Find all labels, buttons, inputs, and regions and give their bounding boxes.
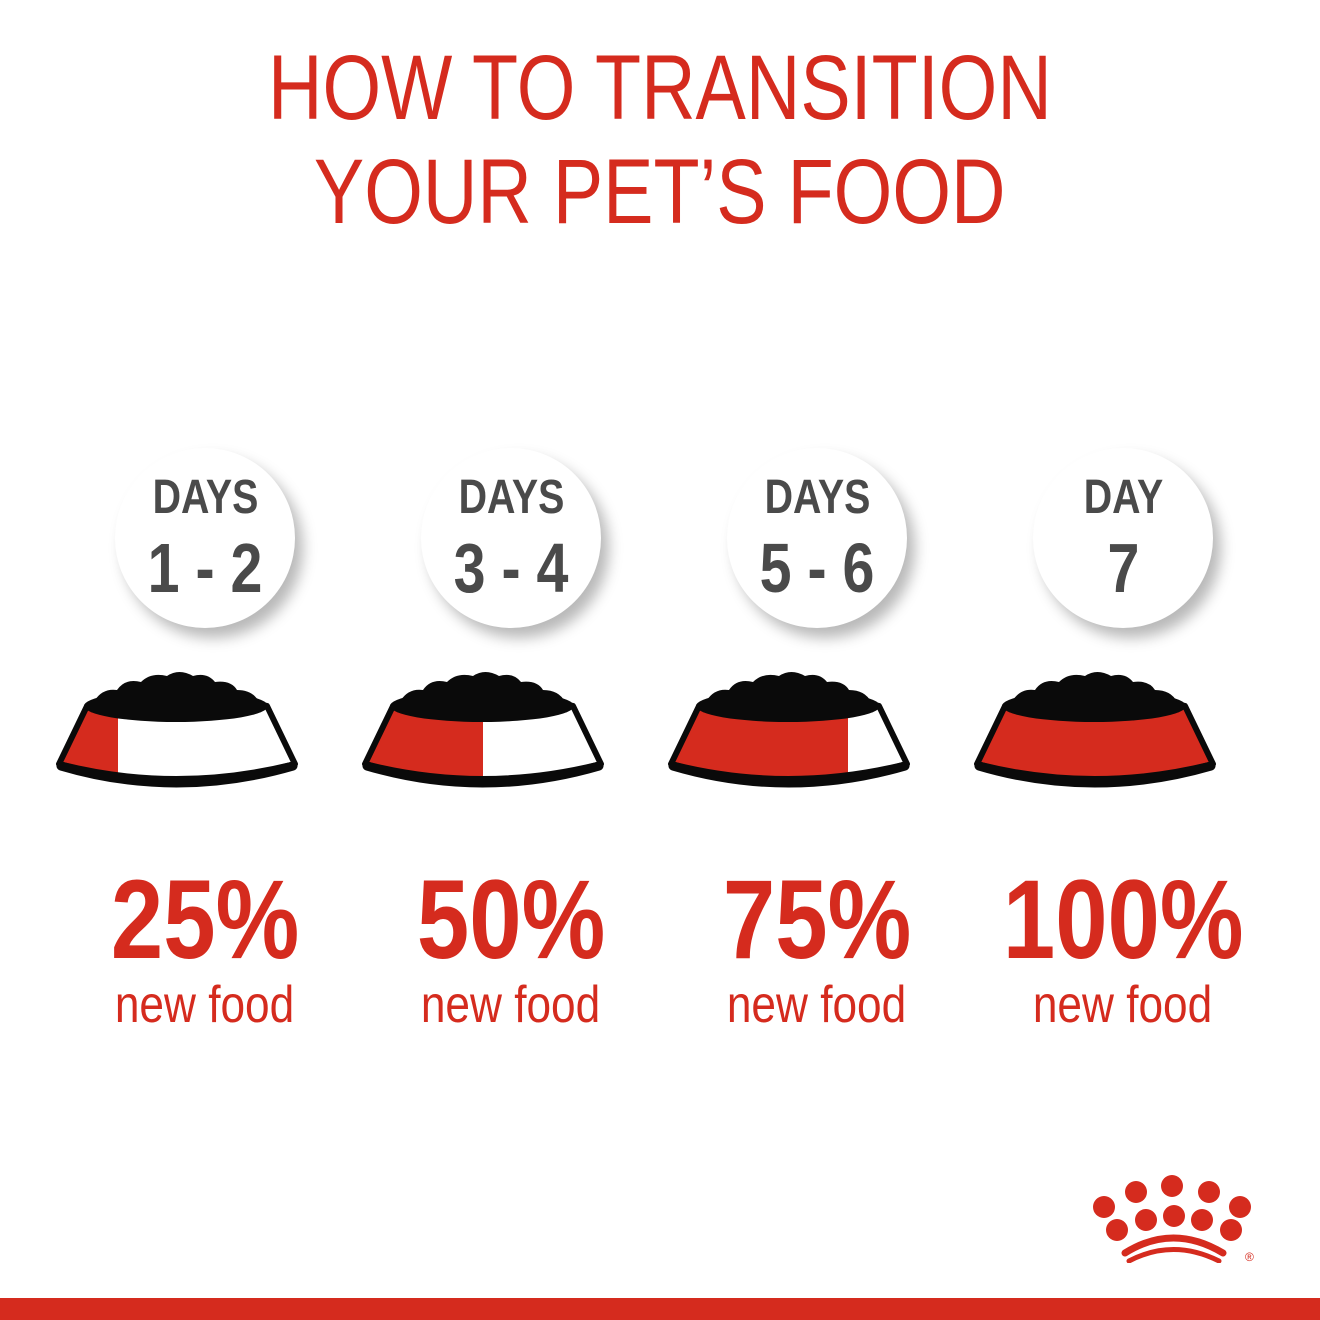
food-bowl-icon [56,672,298,788]
step-3: DAYS 5 - 6 75% new food [668,440,997,1060]
days-range: 5 - 6 [759,529,875,607]
days-range: 7 [1107,529,1139,607]
crown-logo: ® [1093,1175,1254,1263]
step-1: DAYS 1 - 2 25% new food [56,440,385,1060]
days-label: DAYS [458,471,564,524]
days-label: DAYS [764,471,870,524]
days-range: 1 - 2 [147,529,263,607]
days-label: DAYS [152,471,258,524]
new-food-caption: new food [727,976,907,1034]
days-range: 3 - 4 [453,529,569,607]
food-bowl-icon [974,672,1216,788]
percent-label: 75% [722,857,912,982]
bottom-brand-bar [0,1298,1320,1320]
new-food-caption: new food [421,976,601,1034]
percent-label: 25% [110,857,300,982]
step-2: DAYS 3 - 4 50% new food [362,440,691,1060]
new-food-caption: new food [1033,976,1213,1034]
title-line-1: HOW TO TRANSITION [268,37,1052,139]
days-label: DAY [1083,471,1163,524]
day-circle [421,448,601,628]
day-circle [115,448,295,628]
title-line-2: YOUR PET’S FOOD [314,141,1006,243]
food-bowl-icon [668,672,910,788]
percent-label: 50% [416,857,606,982]
new-food-caption: new food [115,976,295,1034]
svg-text:®: ® [1245,1250,1254,1263]
day-circle [727,448,907,628]
step-4: DAY 7 100% new food [974,440,1303,1060]
food-bowl-icon [362,672,604,788]
percent-label: 100% [1002,857,1244,982]
day-circle [1033,448,1213,628]
